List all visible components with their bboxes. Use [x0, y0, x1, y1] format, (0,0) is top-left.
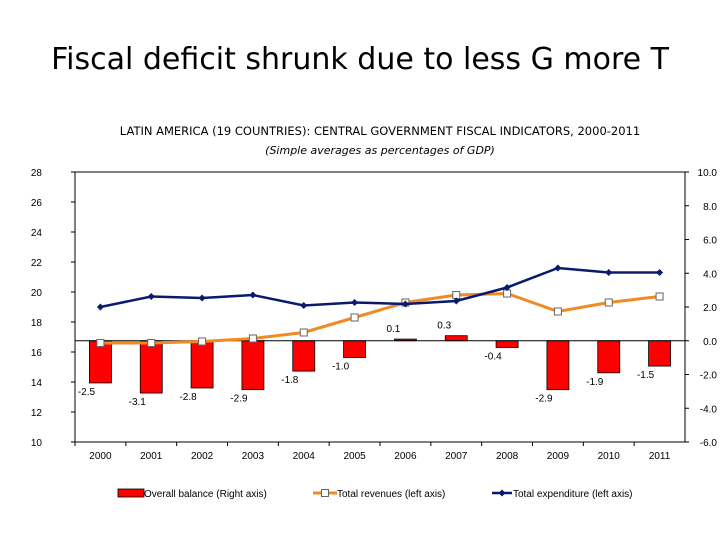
expenditure-point — [452, 297, 460, 305]
expenditure-point — [249, 291, 257, 299]
chart-title: LATIN AMERICA (19 COUNTRIES): CENTRAL GO… — [119, 124, 641, 138]
x-axis: 2000 2001 2002 2003 2004 2005 2006 2007 2008 2009… — [74, 442, 671, 462]
legend: Overall balance (Right axis) Total revenu… — [117, 488, 633, 500]
left-tick-label: 20 — [31, 288, 43, 299]
right-tick-label: 0.0 — [703, 337, 717, 348]
revenue-point — [503, 289, 512, 298]
x-tick-label: 2010 — [598, 451, 621, 462]
x-tick-label: 2004 — [293, 451, 316, 462]
right-tick-label: -6.0 — [700, 438, 718, 449]
expenditure-point — [351, 299, 359, 306]
legend-swatch-balance — [117, 488, 145, 498]
revenue-point — [248, 334, 257, 343]
balance-label: -1.9 — [586, 377, 604, 388]
x-tick-label: 2008 — [496, 451, 519, 462]
revenue-point — [96, 339, 105, 347]
revenue-point — [452, 291, 461, 299]
x-tick-label: 2006 — [394, 451, 417, 462]
right-tick-label: 2.0 — [703, 303, 717, 314]
left-tick-label: 16 — [31, 348, 43, 359]
balance-label: -2.9 — [535, 394, 553, 405]
expenditure-point — [503, 284, 511, 291]
left-tick-label: 18 — [31, 318, 43, 329]
balance-bar — [292, 340, 316, 372]
balance-label: -2.8 — [179, 392, 197, 403]
balance-bar — [597, 340, 621, 374]
right-tick-label: -4.0 — [700, 404, 718, 415]
left-tick-label: 24 — [31, 228, 43, 239]
balance-bar — [546, 340, 570, 391]
x-tick-label: 2002 — [191, 451, 214, 462]
bar-labels: -2.5 -3.1 -2.8 -2.9 -1.8 -1.0 0.1 0.3 -0.4 -2.9 -1… — [78, 321, 655, 408]
legend-marker-expenditure — [498, 489, 506, 497]
left-tick-label: 10 — [31, 438, 43, 449]
left-tick-label: 14 — [31, 378, 43, 389]
balance-bar — [241, 340, 265, 391]
balance-bar — [495, 340, 519, 348]
expenditure-point — [147, 293, 155, 300]
x-tick-label: 2011 — [649, 451, 671, 462]
revenue-point — [350, 313, 359, 322]
balance-label: -1.5 — [637, 370, 655, 381]
expenditure-point — [96, 303, 104, 311]
expenditure-point — [300, 302, 308, 309]
overall-balance-bars — [89, 335, 671, 394]
x-tick-label: 2007 — [445, 451, 468, 462]
right-tick-label: 6.0 — [703, 236, 717, 247]
left-tick-label: 26 — [31, 198, 43, 209]
balance-bar — [648, 340, 671, 367]
left-tick-label: 12 — [31, 408, 43, 419]
expenditure-point — [656, 269, 664, 276]
right-axis: -6.0 -4.0 -2.0 0.0 2.0 4.0 6.0 8.0 10.0 — [685, 168, 717, 449]
revenue-line — [100, 291, 660, 345]
balance-label: -2.5 — [78, 387, 96, 398]
balance-label: 0.1 — [386, 324, 400, 335]
balance-label: 0.3 — [437, 321, 451, 332]
chart-subtitle: (Simple averages as percentages of GDP) — [265, 144, 495, 157]
balance-label: -2.9 — [230, 394, 248, 405]
revenue-point — [299, 328, 308, 337]
revenue-point — [198, 337, 207, 346]
revenue-point — [553, 307, 562, 316]
right-tick-label: 4.0 — [703, 269, 717, 280]
right-tick-label: 10.0 — [698, 168, 718, 179]
legend-label-expenditure: Total expenditure (left axis) — [513, 489, 633, 500]
total-expenditure-series — [96, 264, 664, 311]
expenditure-point — [401, 300, 409, 308]
revenue-point — [604, 298, 613, 307]
balance-label: -3.1 — [129, 397, 147, 408]
balance-bar — [444, 335, 468, 342]
legend-marker-revenue — [321, 489, 329, 497]
left-tick-label: 22 — [31, 258, 43, 269]
slide-title: Fiscal deficit shrunk due to less G more… — [51, 42, 669, 77]
left-tick-label: 28 — [31, 168, 43, 179]
x-tick-label: 2005 — [343, 451, 366, 462]
revenue-point — [147, 339, 156, 347]
x-tick-label: 2003 — [242, 451, 265, 462]
x-tick-label: 2001 — [140, 451, 163, 462]
legend-label-balance: Overall balance (Right axis) — [144, 489, 267, 500]
balance-label: -0.4 — [484, 352, 502, 363]
expenditure-line — [100, 266, 660, 309]
expenditure-point — [198, 294, 206, 302]
balance-bar — [343, 340, 366, 359]
x-tick-label: 2000 — [89, 451, 112, 462]
balance-bar — [139, 340, 163, 394]
legend-label-revenue: Total revenues (left axis) — [337, 489, 445, 500]
balance-bar — [89, 340, 112, 384]
left-axis: 10 12 14 16 18 20 22 24 26 28 — [31, 168, 75, 449]
expenditure-point — [554, 264, 562, 272]
expenditure-point — [605, 269, 613, 276]
x-tick-label: 2009 — [547, 451, 570, 462]
balance-label: -1.0 — [332, 362, 350, 373]
revenue-point — [655, 292, 664, 301]
balance-label: -1.8 — [281, 375, 299, 386]
right-tick-label: -2.0 — [700, 371, 718, 382]
plot-area — [74, 171, 686, 443]
right-tick-label: 8.0 — [703, 202, 717, 213]
balance-bar — [190, 340, 214, 389]
total-revenues-series — [96, 289, 664, 347]
